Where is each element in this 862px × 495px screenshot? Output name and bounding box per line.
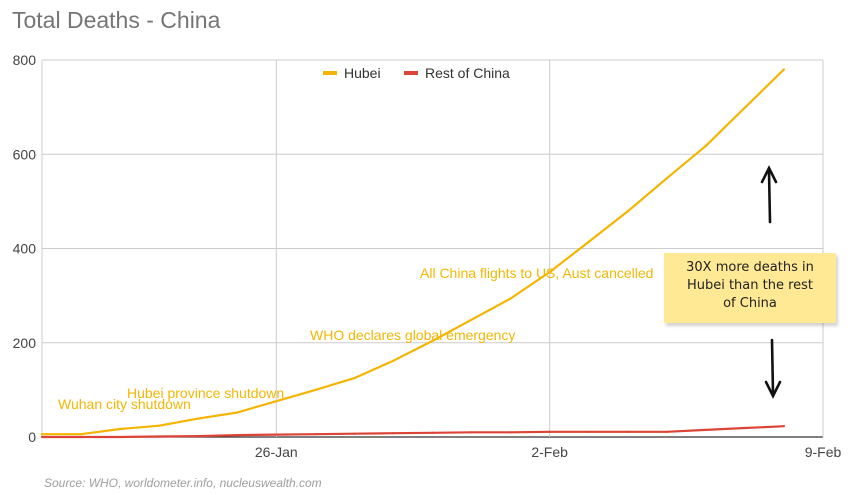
data-point: [236, 411, 239, 414]
legend-label: Hubei: [344, 65, 381, 81]
data-point: [665, 177, 668, 180]
data-point: [548, 270, 551, 274]
data-point: [158, 424, 161, 427]
data-point: [587, 430, 590, 433]
annotation-label: WHO declares global emergency: [310, 327, 515, 343]
chart-title: Total Deaths - China: [12, 7, 221, 33]
note-line-2: Hubei than the rest: [686, 278, 814, 293]
data-point: [509, 297, 512, 300]
data-point: [197, 417, 200, 420]
data-point: [275, 400, 278, 403]
x-tick-label: 26-Jan: [255, 444, 298, 460]
annotation-label: Wuhan city shutdown: [58, 396, 191, 412]
y-tick-label: 600: [13, 146, 37, 162]
data-point: [392, 432, 395, 435]
data-point: [79, 433, 83, 436]
arrow-down: [770, 338, 775, 395]
y-tick-label: 0: [28, 429, 36, 445]
data-point: [743, 426, 747, 430]
data-point: [470, 318, 473, 321]
data-point: [626, 430, 629, 433]
data-point: [509, 431, 512, 434]
arrow-up-head: [760, 165, 778, 184]
data-point: [743, 106, 747, 109]
sticky-note: 30X more deaths in Hubei than the rest o…: [664, 253, 836, 323]
note-line-3: of China: [723, 296, 777, 311]
data-point: [782, 425, 786, 428]
data-point: [197, 434, 200, 438]
series-line-hubei: [42, 68, 785, 436]
data-point: [431, 431, 434, 434]
data-point: [353, 376, 356, 380]
data-point: [119, 435, 122, 439]
arrow-down-head: [764, 380, 782, 399]
data-point: [704, 144, 707, 147]
data-point: [236, 434, 239, 437]
data-point: [665, 430, 668, 433]
data-point: [40, 435, 44, 439]
data-point: [353, 432, 356, 435]
y-tick-label: 200: [13, 335, 37, 351]
series-line-rest-of-china: [42, 425, 785, 439]
data-point: [79, 435, 83, 439]
data-point: [431, 339, 434, 342]
data-point: [587, 240, 590, 244]
data-point: [314, 388, 317, 391]
data-point: [470, 431, 473, 434]
annotation-label: All China flights to US, Aust cancelled: [420, 265, 653, 281]
annotation-label: Hubei province shutdown: [127, 385, 284, 401]
source-note: Source: WHO, worldometer.info, nucleuswe…: [44, 476, 322, 490]
data-point: [158, 435, 161, 438]
data-point: [40, 433, 44, 436]
x-tick-label: 2-Feb: [531, 444, 568, 460]
data-point: [704, 428, 707, 432]
x-tick-label: 9-Feb: [805, 444, 842, 460]
data-point: [782, 68, 786, 71]
y-tick-label: 400: [13, 241, 37, 257]
data-point: [392, 359, 395, 362]
legend-label: Rest of China: [425, 65, 510, 81]
data-point: [548, 430, 551, 433]
y-tick-label: 800: [13, 52, 37, 68]
data-point: [626, 210, 629, 213]
note-line-1: 30X more deaths in: [686, 260, 814, 275]
data-point: [119, 427, 122, 431]
arrow-up: [767, 170, 772, 224]
data-point: [275, 433, 278, 436]
data-point: [314, 433, 317, 436]
